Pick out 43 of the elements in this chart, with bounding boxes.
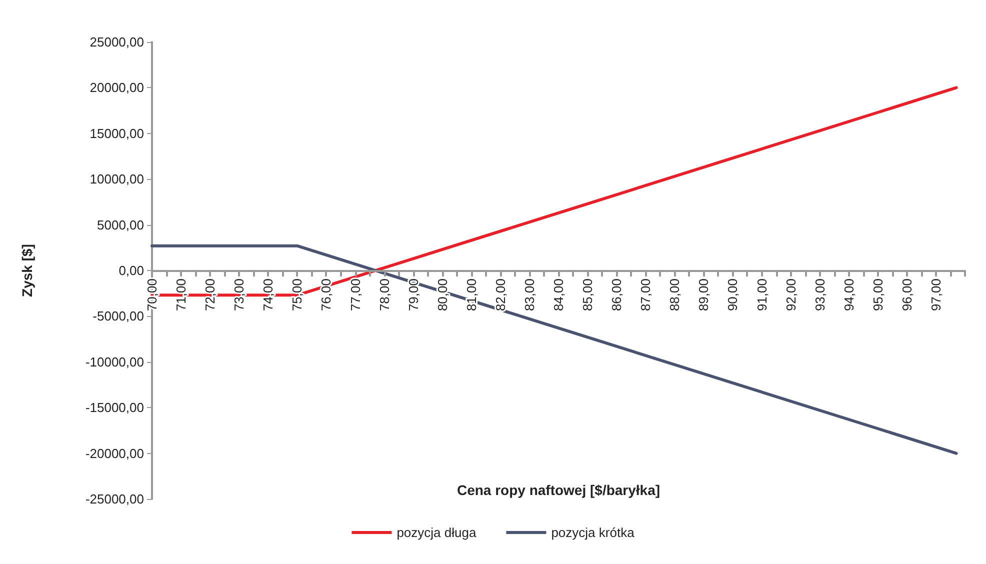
- x-tick-label: 77,00: [348, 278, 363, 312]
- x-tick-label: 76,00: [318, 278, 334, 312]
- x-tick-label: 97,00: [928, 278, 944, 312]
- x-tick-label: 86,00: [609, 278, 624, 312]
- x-tick-label: 81,00: [464, 278, 479, 312]
- x-tick-label: 87,00: [638, 278, 654, 312]
- legend-label: pozycja krótka: [551, 525, 636, 540]
- x-tick-label: 96,00: [899, 278, 914, 312]
- x-tick-label: 84,00: [551, 278, 566, 312]
- x-tick-label: 85,00: [580, 278, 596, 312]
- x-tick-label: 74,00: [260, 278, 276, 312]
- x-tick-label: 90,00: [725, 278, 740, 312]
- x-tick-label: 72,00: [202, 278, 218, 312]
- y-tick-label: -15000,00: [85, 400, 144, 416]
- x-tick-label: 71,00: [174, 278, 189, 312]
- x-tick-label: 94,00: [841, 278, 856, 312]
- x-tick-label: 79,00: [406, 278, 421, 312]
- y-tick-label: -10000,00: [85, 354, 144, 370]
- x-tick-label: 78,00: [376, 278, 392, 312]
- x-tick-label: 89,00: [696, 278, 712, 312]
- x-tick-label: 91,00: [754, 278, 770, 312]
- x-tick-label: 80,00: [434, 278, 450, 312]
- x-axis-title: Cena ropy naftowej [$/baryłka]: [456, 482, 660, 498]
- x-tick-label: 93,00: [812, 278, 828, 312]
- x-tick-label: 70,00: [144, 278, 160, 312]
- y-tick-label: 0,00: [118, 263, 144, 278]
- x-tick-label: 88,00: [667, 278, 682, 312]
- y-tick-label: -25000,00: [85, 492, 144, 506]
- y-tick-label: 25000,00: [90, 34, 144, 50]
- x-tick-label: 92,00: [783, 278, 798, 312]
- y-tick-label: 10000,00: [90, 172, 144, 187]
- y-tick-label: 15000,00: [90, 126, 144, 141]
- x-tick-label: 95,00: [870, 278, 886, 312]
- y-axis-title: Zysk [$]: [19, 244, 35, 297]
- y-tick-label: -20000,00: [85, 446, 144, 461]
- y-tick-label: 20000,00: [90, 80, 144, 96]
- x-tick-label: 83,00: [522, 278, 537, 312]
- x-tick-label: 82,00: [492, 278, 508, 312]
- y-tick-label: 5000,00: [97, 217, 144, 232]
- y-tick-label: -5000,00: [92, 308, 144, 324]
- x-tick-label: 75,00: [290, 278, 305, 312]
- x-tick-label: 73,00: [232, 278, 247, 312]
- legend-label: pozycja długa: [396, 525, 477, 540]
